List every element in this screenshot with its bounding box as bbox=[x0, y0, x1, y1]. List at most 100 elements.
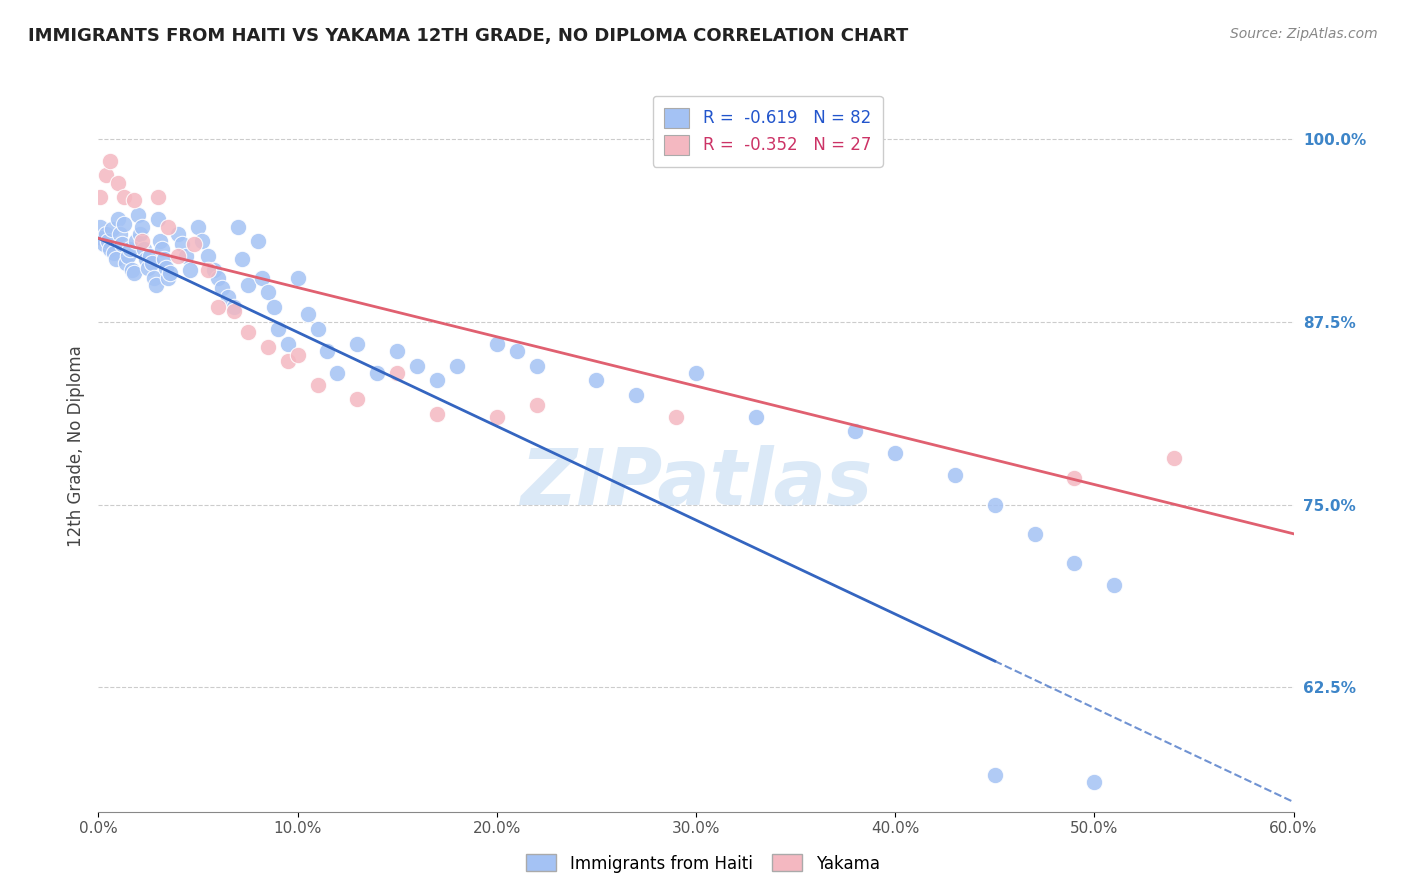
Point bbox=[277, 336, 299, 351]
Point bbox=[112, 217, 135, 231]
Point bbox=[256, 285, 278, 300]
Point bbox=[426, 407, 449, 421]
Point bbox=[844, 425, 866, 439]
Point bbox=[884, 446, 907, 460]
Point bbox=[745, 409, 768, 424]
Text: IMMIGRANTS FROM HAITI VS YAKAMA 12TH GRADE, NO DIPLOMA CORRELATION CHART: IMMIGRANTS FROM HAITI VS YAKAMA 12TH GRA… bbox=[28, 27, 908, 45]
Point bbox=[135, 252, 157, 266]
Point bbox=[148, 190, 170, 204]
Point bbox=[115, 256, 138, 270]
Point bbox=[107, 176, 129, 190]
Point bbox=[129, 227, 152, 241]
Point bbox=[197, 249, 219, 263]
Point bbox=[174, 249, 197, 263]
Point bbox=[150, 242, 173, 256]
Point bbox=[250, 270, 273, 285]
Point bbox=[346, 336, 368, 351]
Point bbox=[246, 234, 269, 248]
Point bbox=[236, 325, 259, 339]
Point bbox=[526, 359, 548, 373]
Point bbox=[159, 266, 181, 280]
Point bbox=[96, 227, 118, 241]
Point bbox=[91, 231, 114, 245]
Point bbox=[143, 270, 166, 285]
Point bbox=[125, 234, 148, 248]
Point bbox=[685, 366, 707, 380]
Point bbox=[157, 270, 180, 285]
Point bbox=[1163, 450, 1185, 465]
Point bbox=[136, 260, 159, 275]
Point bbox=[101, 222, 124, 236]
Point bbox=[211, 281, 233, 295]
Point bbox=[526, 398, 548, 412]
Point bbox=[316, 343, 339, 358]
Point bbox=[485, 336, 508, 351]
Point bbox=[287, 270, 309, 285]
Point bbox=[307, 377, 329, 392]
Point bbox=[226, 219, 249, 234]
Text: Source: ZipAtlas.com: Source: ZipAtlas.com bbox=[1230, 27, 1378, 41]
Point bbox=[96, 169, 118, 183]
Point bbox=[187, 219, 209, 234]
Point bbox=[105, 252, 128, 266]
Point bbox=[179, 263, 201, 277]
Point bbox=[1063, 556, 1085, 570]
Point bbox=[366, 366, 388, 380]
Point bbox=[626, 388, 648, 402]
Point bbox=[131, 234, 153, 248]
Point bbox=[585, 373, 607, 387]
Point bbox=[984, 498, 1007, 512]
Point bbox=[506, 343, 529, 358]
Point bbox=[89, 190, 111, 204]
Point bbox=[103, 246, 125, 260]
Point bbox=[346, 392, 368, 407]
Point bbox=[121, 263, 143, 277]
Point bbox=[207, 300, 229, 314]
Point bbox=[148, 212, 170, 227]
Text: ZIPatlas: ZIPatlas bbox=[520, 444, 872, 521]
Point bbox=[1024, 526, 1046, 541]
Point bbox=[183, 237, 205, 252]
Point bbox=[167, 227, 190, 241]
Point bbox=[110, 227, 132, 241]
Legend: Immigrants from Haiti, Yakama: Immigrants from Haiti, Yakama bbox=[520, 847, 886, 880]
Point bbox=[307, 322, 329, 336]
Point bbox=[191, 234, 214, 248]
Point bbox=[172, 237, 194, 252]
Point bbox=[145, 278, 167, 293]
Point bbox=[134, 242, 156, 256]
Point bbox=[117, 249, 139, 263]
Point bbox=[127, 208, 149, 222]
Point bbox=[287, 348, 309, 362]
Point bbox=[207, 270, 229, 285]
Point bbox=[222, 300, 245, 314]
Point bbox=[107, 212, 129, 227]
Legend: R =  -0.619   N = 82, R =  -0.352   N = 27: R = -0.619 N = 82, R = -0.352 N = 27 bbox=[652, 96, 883, 167]
Point bbox=[124, 193, 146, 207]
Point bbox=[385, 343, 409, 358]
Point bbox=[277, 354, 299, 368]
Point bbox=[984, 768, 1007, 782]
Point bbox=[1083, 775, 1105, 789]
Y-axis label: 12th Grade, No Diploma: 12th Grade, No Diploma bbox=[66, 345, 84, 547]
Point bbox=[217, 290, 239, 304]
Point bbox=[111, 237, 134, 252]
Point bbox=[97, 234, 120, 248]
Point bbox=[385, 366, 409, 380]
Point bbox=[943, 468, 966, 483]
Point bbox=[263, 300, 285, 314]
Point bbox=[326, 366, 349, 380]
Point bbox=[155, 260, 177, 275]
Point bbox=[141, 256, 163, 270]
Point bbox=[426, 373, 449, 387]
Point bbox=[256, 339, 278, 353]
Point bbox=[98, 153, 122, 168]
Point bbox=[406, 359, 429, 373]
Point bbox=[485, 409, 508, 424]
Point bbox=[665, 409, 688, 424]
Point bbox=[139, 249, 162, 263]
Point bbox=[98, 242, 122, 256]
Point bbox=[231, 252, 253, 266]
Point bbox=[267, 322, 290, 336]
Point bbox=[236, 278, 259, 293]
